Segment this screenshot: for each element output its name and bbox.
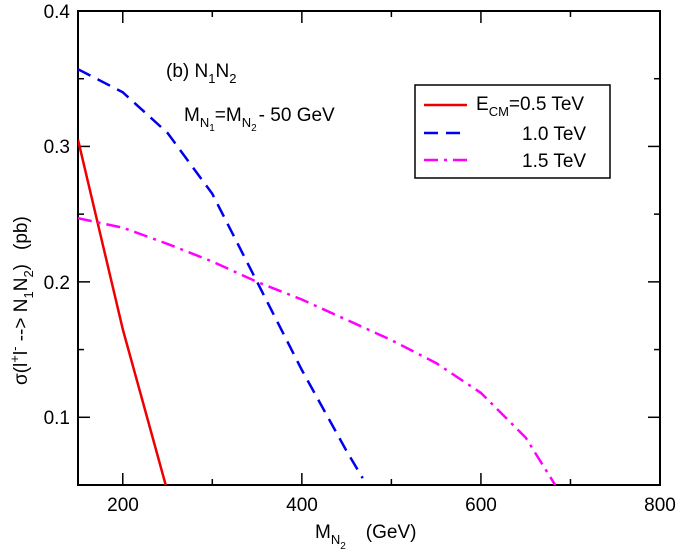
legend-entry-0-main: E — [476, 94, 489, 115]
legend-entry-1: 1.0 TeV — [522, 124, 586, 145]
x-axis-title-sub: N — [331, 532, 340, 547]
mass-annotation-n1s: 1 — [209, 123, 215, 134]
y-axis-title-prefix: σ(l — [11, 363, 32, 385]
y-axis-title-sub2: 2 — [21, 270, 36, 277]
mass-annotation-n2s: 2 — [251, 123, 257, 134]
mass-annotation-n2: N — [242, 115, 251, 130]
legend-entry-2: 1.5 TeV — [522, 151, 586, 172]
y-axis-title-arrow: --> N — [11, 299, 32, 347]
y-tick-label-0.1: 0.1 — [44, 408, 70, 429]
x-tick-label-800: 800 — [644, 495, 676, 516]
y-axis-title: σ(l+l- --> N1N2) (pb) — [7, 216, 36, 385]
mass-annotation-n1: N — [200, 115, 209, 130]
series-line-0 — [78, 139, 167, 485]
legend-box — [414, 84, 611, 179]
x-axis-title-main: M — [315, 522, 331, 543]
plot-frame — [77, 10, 661, 486]
mass-annotation: MN1=MN2- 50 GeV — [184, 105, 335, 134]
y-axis-title-sup1: + — [7, 355, 22, 363]
x-tick-labels: 200 400 600 800 — [107, 495, 676, 516]
legend: ECM=0.5 TeV 1.0 TeV 1.5 TeV — [414, 84, 611, 179]
x-axis-title-subsub: 2 — [340, 541, 346, 552]
y-axis-title-close: ) — [11, 264, 32, 270]
y-axis-title-n2: N — [11, 278, 32, 292]
mass-annotation-tail: - 50 GeV — [259, 105, 335, 126]
panel-annotation-sub1: 1 — [208, 71, 215, 86]
panel-annotation: (b) N1N2 — [166, 61, 236, 86]
y-axis-title-mid: l — [11, 351, 32, 355]
mass-annotation-m1: M — [184, 105, 200, 126]
y-tick-labels: 0.1 0.2 0.3 0.4 — [44, 2, 71, 429]
x-axis-title-unit: (GeV) — [366, 522, 417, 543]
series-line-2 — [78, 216, 557, 485]
y-axis-title-sub1: 1 — [21, 291, 36, 298]
legend-entry-0: ECM=0.5 TeV — [476, 94, 584, 119]
x-tick-label-200: 200 — [107, 495, 139, 516]
panel-annotation-sub2: 2 — [229, 71, 236, 86]
x-tick-label-400: 400 — [286, 495, 318, 516]
panel-annotation-prefix: (b) N — [166, 61, 208, 82]
y-tick-label-0.2: 0.2 — [44, 273, 70, 294]
panel-annotation-mid: N — [215, 61, 229, 82]
y-tick-label-0.4: 0.4 — [44, 2, 71, 23]
x-tick-label-600: 600 — [465, 495, 497, 516]
series-layer — [78, 68, 557, 485]
y-tick-label-0.3: 0.3 — [44, 137, 70, 158]
x-axis-title: MN2 (GeV) — [315, 522, 416, 552]
mass-annotation-eq: =M — [215, 105, 242, 126]
series-line-1 — [78, 68, 364, 479]
legend-entry-0-sub: CM — [489, 104, 509, 119]
y-axis-title-unit: (pb) — [11, 216, 32, 250]
legend-entry-0-rest: =0.5 TeV — [509, 94, 585, 115]
axis-ticks — [78, 10, 661, 485]
y-axis-title-sup2: - — [7, 347, 22, 351]
